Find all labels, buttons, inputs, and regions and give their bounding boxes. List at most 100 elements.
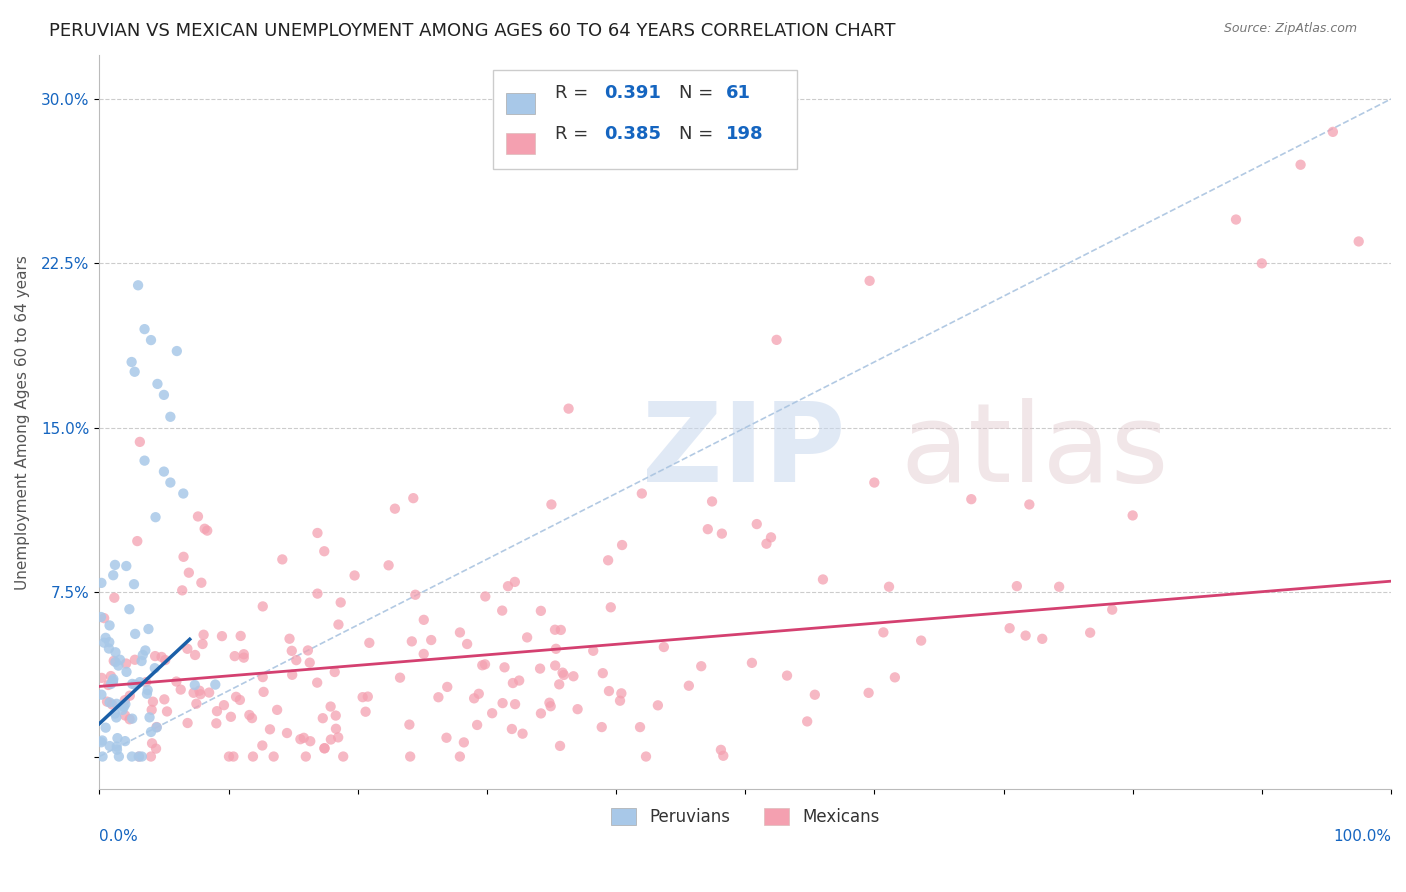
Point <box>103 591 125 605</box>
Point <box>124 653 146 667</box>
Point <box>173 549 195 564</box>
Point <box>100 677 122 691</box>
Text: N =: N = <box>679 125 720 143</box>
Point <box>307 526 329 541</box>
Point <box>1122 508 1144 523</box>
Point <box>153 465 176 479</box>
Point <box>134 643 156 657</box>
Point <box>307 675 329 690</box>
Point <box>1101 602 1123 616</box>
Point <box>436 731 458 745</box>
Point <box>281 668 304 682</box>
Point <box>266 703 288 717</box>
Point <box>252 670 274 684</box>
Point <box>91 733 114 747</box>
FancyBboxPatch shape <box>506 133 534 154</box>
Point <box>122 577 145 591</box>
Point <box>696 522 718 536</box>
Point <box>205 704 228 718</box>
Point <box>131 749 153 764</box>
Point <box>183 686 205 700</box>
Point <box>960 492 983 507</box>
Point <box>610 538 633 552</box>
Point <box>104 645 127 659</box>
Text: Source: ZipAtlas.com: Source: ZipAtlas.com <box>1223 22 1357 36</box>
Point <box>290 732 312 747</box>
Point <box>292 731 315 745</box>
Point <box>97 678 120 692</box>
Point <box>138 622 160 636</box>
Point <box>1322 125 1344 139</box>
Point <box>198 685 221 699</box>
Point <box>776 668 799 682</box>
Point <box>529 662 551 676</box>
Point <box>647 698 669 713</box>
Point <box>242 749 264 764</box>
Point <box>598 553 620 567</box>
Point <box>412 613 434 627</box>
Point <box>398 717 420 731</box>
Point <box>218 749 240 764</box>
Text: 0.385: 0.385 <box>605 125 661 143</box>
Point <box>138 710 160 724</box>
Point <box>496 579 519 593</box>
Point <box>177 566 200 580</box>
Point <box>307 586 329 600</box>
Point <box>170 682 193 697</box>
Point <box>143 649 166 664</box>
Point <box>108 653 131 667</box>
Point <box>591 720 613 734</box>
Point <box>652 640 675 654</box>
Point <box>111 703 134 717</box>
Point <box>494 660 516 674</box>
Point <box>384 501 406 516</box>
Point <box>100 669 122 683</box>
Point <box>630 486 652 500</box>
Point <box>491 696 513 710</box>
Point <box>139 725 162 739</box>
Point <box>449 749 471 764</box>
Point <box>710 526 733 541</box>
Point <box>551 665 574 680</box>
Point <box>212 698 235 713</box>
Point <box>548 677 571 691</box>
Point <box>114 697 136 711</box>
Point <box>90 688 112 702</box>
Point <box>516 631 538 645</box>
Point <box>115 559 138 574</box>
Point <box>205 716 228 731</box>
Point <box>136 687 159 701</box>
Point <box>132 648 155 662</box>
Point <box>96 695 118 709</box>
Point <box>325 722 347 736</box>
Point <box>139 749 162 764</box>
Point <box>93 636 115 650</box>
Point <box>139 333 162 347</box>
Point <box>404 588 426 602</box>
Point <box>159 475 181 490</box>
Point <box>190 687 212 701</box>
FancyBboxPatch shape <box>494 70 797 169</box>
Point <box>501 722 523 736</box>
Point <box>328 617 350 632</box>
Point <box>153 388 176 402</box>
Point <box>1005 579 1028 593</box>
Point <box>134 453 156 467</box>
Point <box>530 604 553 618</box>
Point <box>1031 632 1053 646</box>
Point <box>1078 625 1101 640</box>
Point <box>105 697 128 711</box>
Point <box>401 634 423 648</box>
Point <box>314 741 336 756</box>
Legend: Peruvians, Mexicans: Peruvians, Mexicans <box>605 801 886 832</box>
Point <box>343 568 366 582</box>
Point <box>98 695 121 709</box>
Point <box>759 530 782 544</box>
Point <box>412 647 434 661</box>
Point <box>872 625 894 640</box>
Point <box>118 602 141 616</box>
Text: 100.0%: 100.0% <box>1333 829 1391 844</box>
Point <box>468 687 491 701</box>
Text: N =: N = <box>679 84 720 102</box>
Point <box>299 734 322 748</box>
